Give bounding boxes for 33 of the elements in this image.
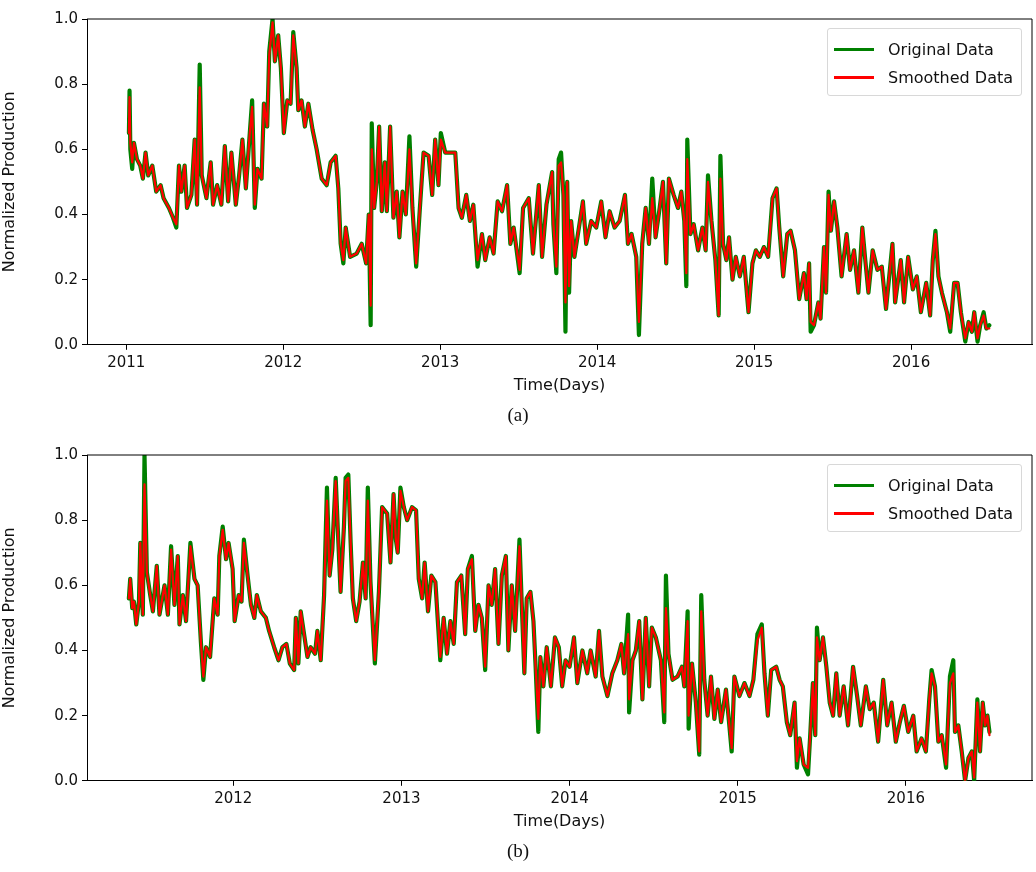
x-tick-label: 2015 [718,788,757,807]
legend-label: Smoothed Data [888,503,1014,523]
x-tick-label: 2014 [550,788,589,807]
text: (b) [505,840,531,862]
x-tick-label: 2013 [421,352,460,371]
y-tick-label: 1.0 [54,8,78,27]
y-tick-label: 0.0 [54,334,78,353]
legend-label: Original Data [888,39,994,59]
x-tick-label: 2012 [214,788,253,807]
x-tick-label: 2016 [886,788,925,807]
legend-label: Original Data [888,475,994,495]
y-axis-title: Normalized Production [0,91,18,273]
y-axis-title: Normalized Production [0,527,18,709]
y-tick-label: 0.4 [54,204,78,223]
y-tick-label: 0.6 [54,139,78,158]
legend-label: Smoothed Data [888,67,1014,87]
x-tick-label: 2012 [264,352,303,371]
x-axis-title: Time(Days) [512,810,606,830]
y-tick-label: 0.6 [54,575,78,594]
x-tick-label: 2015 [735,352,774,371]
x-tick-label: 2011 [107,352,146,371]
text: (a) [506,404,530,426]
y-tick-label: 1.0 [54,444,78,463]
y-tick-label: 0.8 [54,510,78,529]
y-tick-label: 0.0 [54,770,78,789]
y-tick-label: 0.8 [54,74,78,93]
x-tick-label: 2013 [382,788,421,807]
x-axis-title: Time(Days) [512,374,606,394]
x-tick-label: 2016 [892,352,931,371]
y-tick-label: 0.2 [54,705,78,724]
y-tick-label: 0.4 [54,640,78,659]
x-tick-label: 2014 [578,352,617,371]
y-tick-label: 0.2 [54,269,78,288]
